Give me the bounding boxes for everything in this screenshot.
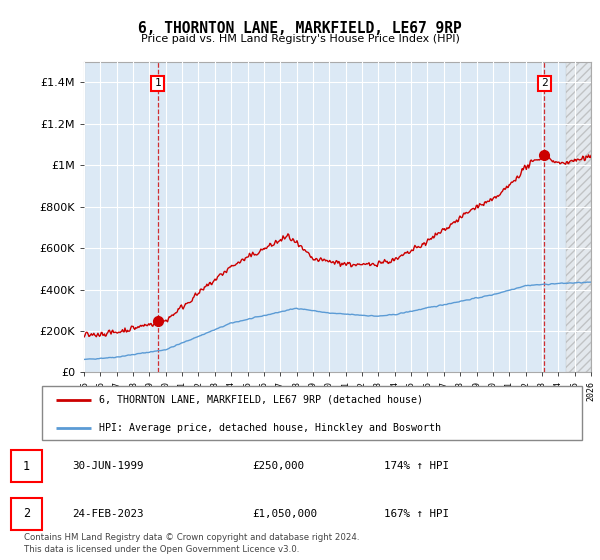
Text: 24-FEB-2023: 24-FEB-2023	[72, 509, 143, 519]
Text: 2: 2	[541, 78, 548, 88]
Text: 6, THORNTON LANE, MARKFIELD, LE67 9RP (detached house): 6, THORNTON LANE, MARKFIELD, LE67 9RP (d…	[98, 395, 422, 405]
Text: Contains HM Land Registry data © Crown copyright and database right 2024.: Contains HM Land Registry data © Crown c…	[24, 533, 359, 542]
Text: 167% ↑ HPI: 167% ↑ HPI	[384, 509, 449, 519]
Text: 1: 1	[23, 460, 30, 473]
Text: HPI: Average price, detached house, Hinckley and Bosworth: HPI: Average price, detached house, Hinc…	[98, 423, 440, 433]
FancyBboxPatch shape	[42, 386, 582, 440]
Text: 2: 2	[23, 507, 30, 520]
Text: 6, THORNTON LANE, MARKFIELD, LE67 9RP: 6, THORNTON LANE, MARKFIELD, LE67 9RP	[138, 21, 462, 36]
Text: £250,000: £250,000	[252, 461, 304, 471]
Text: 30-JUN-1999: 30-JUN-1999	[72, 461, 143, 471]
Text: 1: 1	[154, 78, 161, 88]
Text: This data is licensed under the Open Government Licence v3.0.: This data is licensed under the Open Gov…	[24, 545, 299, 554]
Text: Price paid vs. HM Land Registry's House Price Index (HPI): Price paid vs. HM Land Registry's House …	[140, 34, 460, 44]
Text: 174% ↑ HPI: 174% ↑ HPI	[384, 461, 449, 471]
Text: £1,050,000: £1,050,000	[252, 509, 317, 519]
